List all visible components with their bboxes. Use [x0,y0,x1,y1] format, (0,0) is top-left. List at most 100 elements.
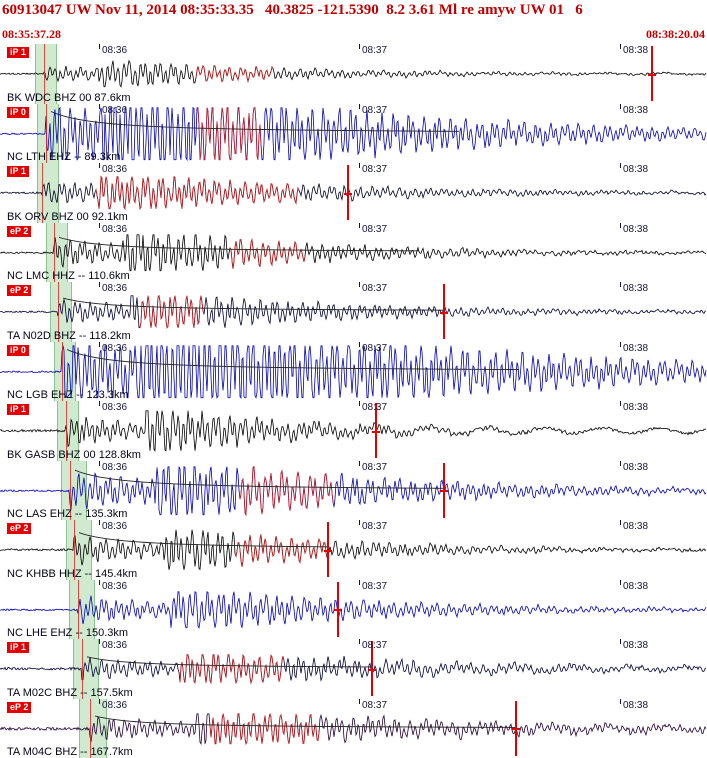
p-pick-line[interactable] [74,520,75,580]
p-pick-flag[interactable]: iP 1 [7,642,29,653]
time-tick-mark [359,103,360,109]
p-pick-line[interactable] [54,222,55,282]
p-pick-line[interactable] [70,460,71,520]
coda-decay-curve [78,532,328,548]
time-tick-mark [99,460,100,466]
time-tick-label: 08:37 [362,104,388,116]
trace-row: eP 2 08:36 08:37 08:38 TA M04C BHZ -- 167.7k… [0,698,707,758]
p-pick-flag[interactable]: iP 0 [7,344,29,356]
p-pick-flag[interactable]: eP 2 [7,225,32,237]
pick-overlay-segment [234,534,330,567]
p-pick-line[interactable] [78,579,79,639]
pick-overlay-segment [239,465,335,516]
coda-pick-line[interactable] [344,165,352,220]
p-pick-flag[interactable]: iP 1 [7,404,29,415]
trace-row: iP 1 08:36 08:37 08:38 TA M02C BHZ -- 157.5k… [0,639,707,699]
time-tick-label: 08:37 [362,342,388,354]
coda-pick-line[interactable] [372,403,380,458]
trace-row: iP 1 08:36 08:37 08:38 BK WDC BHZ 00 87.6km [0,44,707,104]
trace-polyline [0,294,707,329]
waveform[interactable] [0,282,707,342]
station-label: NC LGB EHZ -- 123.3km [7,389,129,401]
time-tick-mark [359,639,360,644]
waveform[interactable] [0,580,707,640]
p-pick-flag[interactable]: iP 0 [7,106,29,118]
time-tick-mark [99,698,100,704]
waveform[interactable] [0,223,707,283]
p-pick-line[interactable] [62,341,63,401]
trace-row: iP 1 08:36 08:37 08:38 BK ORV BHZ 00 92.1km [0,163,707,223]
waveform[interactable] [0,699,707,758]
station-label: NC LAS EHZ -- 135.3km [7,508,128,520]
p-pick-flag[interactable]: eP 2 [7,523,32,534]
time-tick-label: 08:37 [362,45,388,56]
time-tick-label: 08:38 [623,640,649,651]
p-window-band [37,103,59,163]
waveform[interactable] [0,104,707,164]
p-pick-line[interactable] [82,639,83,699]
time-tick-label: 08:36 [102,283,128,294]
time-tick-label: 08:38 [623,223,649,235]
coda-pick-line[interactable] [368,641,376,696]
time-tick-label: 08:38 [623,342,649,354]
pick-overlay-segment [209,712,320,745]
time-tick-mark [99,639,100,644]
coda-pick-line[interactable] [440,462,448,518]
time-tick-label: 08:37 [362,580,388,592]
time-tick-mark [359,222,360,228]
p-pick-line[interactable] [58,282,59,342]
pick-overlay-segment [195,64,274,83]
p-pick-line[interactable] [42,163,43,223]
waveform[interactable] [0,520,707,580]
time-tick-mark [359,44,360,49]
p-pick-line[interactable] [90,698,91,758]
coda-pick-line[interactable] [440,284,448,339]
trace-row: 08:36 08:37 08:38 NC LAS EHZ -- 135.3km [0,460,707,521]
pick-overlay-segment [179,654,285,685]
p-pick-flag[interactable]: iP 1 [7,166,29,177]
waveform[interactable] [0,401,707,461]
pick-overlay-segment [229,237,306,269]
time-tick-mark [99,401,100,406]
time-tick-mark [620,341,621,347]
time-tick-mark [359,579,360,585]
time-tick-label: 08:37 [362,699,388,711]
p-pick-line[interactable] [44,44,45,104]
time-tick-mark [99,44,100,49]
time-tick-mark [620,520,621,525]
waveform[interactable] [0,461,707,521]
trace-polyline [0,344,707,399]
p-pick-line[interactable] [66,401,67,461]
time-tick-label: 08:37 [362,164,388,175]
time-tick-label: 08:38 [623,45,649,56]
coda-pick-line[interactable] [512,700,520,756]
time-tick-mark [620,460,621,466]
coda-pick-line[interactable] [324,522,332,577]
coda-decay-curve [50,110,460,132]
trace-polyline [0,712,707,745]
time-tick-mark [99,282,100,287]
coda-pick-line[interactable] [648,46,656,101]
trace-polyline [0,654,707,685]
time-tick-mark [359,520,360,525]
waveform[interactable] [0,163,707,223]
time-tick-label: 08:36 [102,164,128,175]
coda-pick-line[interactable] [334,581,342,637]
trace-row: iP 1 08:36 08:37 08:38 BK GASB BHZ 00 128.8k… [0,401,707,461]
time-tick-mark [359,401,360,406]
p-pick-line[interactable] [46,103,47,163]
time-tick-mark [359,282,360,287]
time-tick-mark [99,103,100,109]
waveform[interactable] [0,44,707,104]
station-label: TA N02D BHZ -- 118.2km [7,329,131,342]
coda-decay-curve [62,297,444,311]
waveform[interactable] [0,639,707,699]
station-label: BK ORV BHZ 00 92.1km [7,210,128,223]
p-pick-flag[interactable]: eP 2 [7,285,32,296]
event-header: 60913047 UW Nov 11, 2014 08:35:33.35 40.… [0,0,707,22]
p-pick-flag[interactable]: eP 2 [7,701,32,713]
waveform[interactable] [0,342,707,402]
p-pick-flag[interactable]: iP 1 [7,47,29,58]
time-tick-mark [620,579,621,585]
